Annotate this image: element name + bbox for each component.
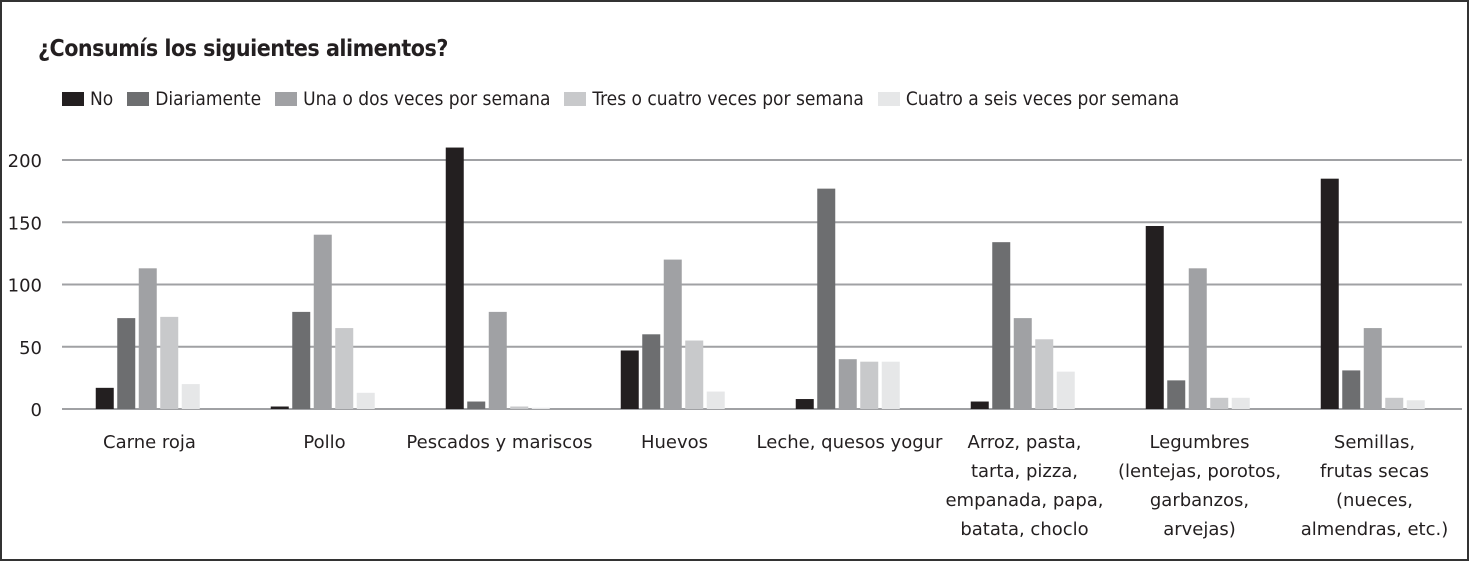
bar-una-o-dos-veces-por-semana	[838, 359, 857, 409]
x-tick-label: arvejas)	[1163, 519, 1236, 540]
x-tick-label: Huevos	[641, 432, 708, 453]
legend-item: Diariamente	[127, 88, 261, 110]
bar-no	[445, 147, 464, 410]
legend-item: No	[62, 88, 113, 110]
bar-una-o-dos-veces-por-semana	[138, 268, 157, 409]
x-tick-label: almendras, etc.)	[1301, 519, 1449, 540]
x-tick-label: (lentejas, porotos,	[1118, 461, 1281, 482]
legend: No Diariamente Una o dos veces por semana T…	[62, 88, 1179, 110]
chart-title: ¿Consumís los siguientes alimentos?	[38, 36, 448, 62]
legend-label: No	[90, 88, 114, 110]
bar-diariamente	[817, 188, 836, 409]
x-tick-label: Legumbres	[1149, 432, 1249, 453]
legend-label: Cuatro a seis veces por semana	[905, 88, 1180, 110]
legend-item: Tres o cuatro veces por semana	[564, 88, 864, 110]
legend-swatch	[877, 92, 900, 106]
bar-una-o-dos-veces-por-semana	[313, 234, 332, 409]
legend-swatch	[62, 92, 84, 106]
bar-diariamente	[642, 334, 661, 409]
legend-label: Una o dos veces por semana	[303, 88, 551, 110]
bar-tres-o-cuatro-veces-por-semana	[1035, 339, 1054, 409]
bar-diariamente	[467, 401, 486, 409]
bar-cuatro-a-seis-veces-por-semana	[706, 391, 725, 409]
x-tick-label: frutas secas	[1320, 461, 1429, 482]
x-tick-label: Leche, quesos yogur	[757, 432, 944, 453]
bar-tres-o-cuatro-veces-por-semana	[1385, 397, 1404, 409]
y-tick-label: 150	[8, 213, 42, 234]
bar-no	[1145, 225, 1164, 409]
bar-diariamente	[117, 318, 136, 409]
bar-cuatro-a-seis-veces-por-semana	[881, 361, 900, 409]
y-tick-label: 50	[19, 338, 42, 359]
x-tick-label: Arroz, pasta,	[968, 432, 1082, 453]
x-tick-label: batata, choclo	[960, 519, 1088, 540]
bar-no	[270, 406, 289, 409]
bar-una-o-dos-veces-por-semana	[1188, 268, 1207, 409]
bar-tres-o-cuatro-veces-por-semana	[685, 340, 704, 409]
bar-cuatro-a-seis-veces-por-semana	[1056, 371, 1075, 409]
bar-una-o-dos-veces-por-semana	[1013, 318, 1032, 409]
bar-no	[795, 399, 814, 409]
bar-cuatro-a-seis-veces-por-semana	[1231, 397, 1250, 409]
y-tick-label: 100	[8, 276, 42, 297]
bar-cuatro-a-seis-veces-por-semana	[531, 407, 550, 409]
bar-cuatro-a-seis-veces-por-semana	[356, 392, 375, 409]
bar-diariamente	[292, 311, 311, 409]
x-tick-label: Pescados y mariscos	[406, 432, 592, 453]
legend-item: Cuatro a seis veces por semana	[877, 88, 1180, 110]
bar-diariamente	[992, 242, 1011, 409]
legend-swatch	[127, 92, 150, 106]
bar-una-o-dos-veces-por-semana	[663, 259, 682, 409]
bar-no	[620, 350, 639, 409]
x-tick-label: (nueces,	[1336, 490, 1413, 511]
x-tick-label: Pollo	[303, 432, 345, 453]
bar-no	[95, 387, 114, 409]
y-tick-label: 0	[31, 400, 42, 421]
x-tick-label: Carne roja	[103, 432, 196, 453]
x-tick-label: garbanzos,	[1150, 490, 1249, 511]
bar-no	[1320, 178, 1339, 409]
bar-tres-o-cuatro-veces-por-semana	[860, 361, 879, 409]
legend-item: Una o dos veces por semana	[275, 88, 550, 110]
bar-tres-o-cuatro-veces-por-semana	[510, 406, 529, 409]
bar-una-o-dos-veces-por-semana	[1363, 328, 1382, 409]
bar-diariamente	[1342, 370, 1361, 409]
bar-no	[970, 401, 989, 409]
x-tick-label: tarta, pizza,	[971, 461, 1078, 482]
bar-cuatro-a-seis-veces-por-semana	[181, 384, 200, 409]
legend-label: Diariamente	[155, 88, 262, 110]
x-tick-label: empanada, papa,	[945, 490, 1103, 511]
bar-diariamente	[1167, 380, 1186, 409]
bar-una-o-dos-veces-por-semana	[488, 311, 507, 409]
bar-tres-o-cuatro-veces-por-semana	[335, 328, 354, 409]
legend-swatch	[275, 92, 298, 106]
y-tick-label: 200	[8, 151, 42, 172]
legend-label: Tres o cuatro veces por semana	[592, 88, 864, 110]
legend-swatch	[564, 92, 587, 106]
bar-tres-o-cuatro-veces-por-semana	[1210, 397, 1229, 409]
bar-tres-o-cuatro-veces-por-semana	[160, 316, 179, 409]
x-tick-label: Semillas,	[1334, 432, 1415, 453]
bar-cuatro-a-seis-veces-por-semana	[1406, 400, 1425, 409]
